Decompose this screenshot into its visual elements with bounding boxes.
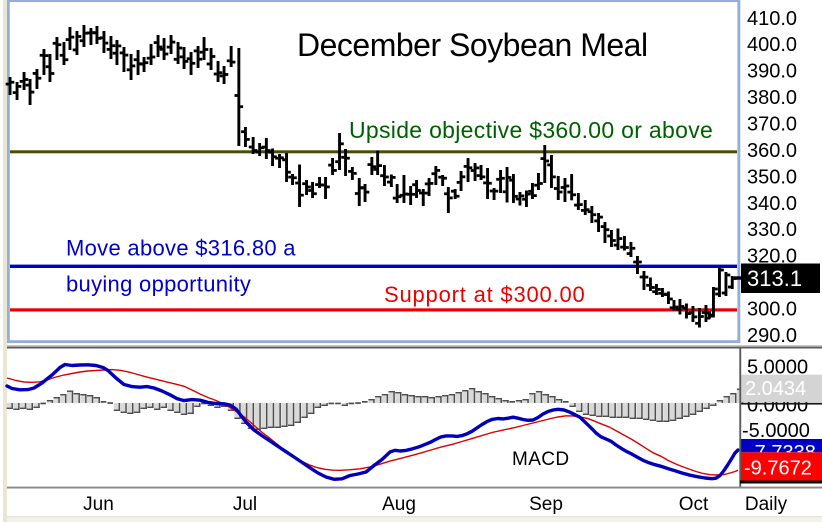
svg-text:Move above $316.80 a: Move above $316.80 a [66, 236, 296, 261]
svg-text:Aug: Aug [382, 494, 416, 515]
svg-text:Upside objective $360.00 or ab: Upside objective $360.00 or above [349, 117, 713, 143]
svg-text:410.0: 410.0 [747, 8, 797, 30]
svg-text:Jul: Jul [233, 494, 257, 515]
svg-text:5.0000: 5.0000 [747, 357, 808, 379]
svg-text:313.1: 313.1 [747, 266, 802, 291]
svg-text:Support at $300.00: Support at $300.00 [384, 282, 586, 307]
svg-text:buying opportunity: buying opportunity [66, 272, 251, 297]
svg-text:320.0: 320.0 [747, 246, 797, 268]
svg-text:2.0434: 2.0434 [745, 378, 806, 400]
svg-text:Oct: Oct [679, 494, 709, 515]
svg-text:Sep: Sep [529, 494, 563, 515]
svg-text:360.0: 360.0 [747, 140, 797, 162]
svg-text:350.0: 350.0 [747, 166, 797, 188]
svg-text:380.0: 380.0 [747, 87, 797, 109]
svg-text:-5.0000: -5.0000 [742, 420, 810, 442]
svg-text:340.0: 340.0 [747, 193, 797, 215]
svg-text:Jun: Jun [83, 494, 114, 515]
svg-text:December Soybean Meal: December Soybean Meal [297, 27, 648, 63]
svg-text:Daily: Daily [745, 494, 788, 515]
svg-text:400.0: 400.0 [747, 34, 797, 56]
svg-text:390.0: 390.0 [747, 61, 797, 83]
svg-text:MACD: MACD [512, 449, 570, 470]
svg-text:-9.7672: -9.7672 [744, 457, 812, 479]
svg-text:290.0: 290.0 [747, 325, 797, 347]
svg-text:370.0: 370.0 [747, 114, 797, 136]
svg-text:330.0: 330.0 [747, 219, 797, 241]
svg-text:300.0: 300.0 [747, 299, 797, 321]
